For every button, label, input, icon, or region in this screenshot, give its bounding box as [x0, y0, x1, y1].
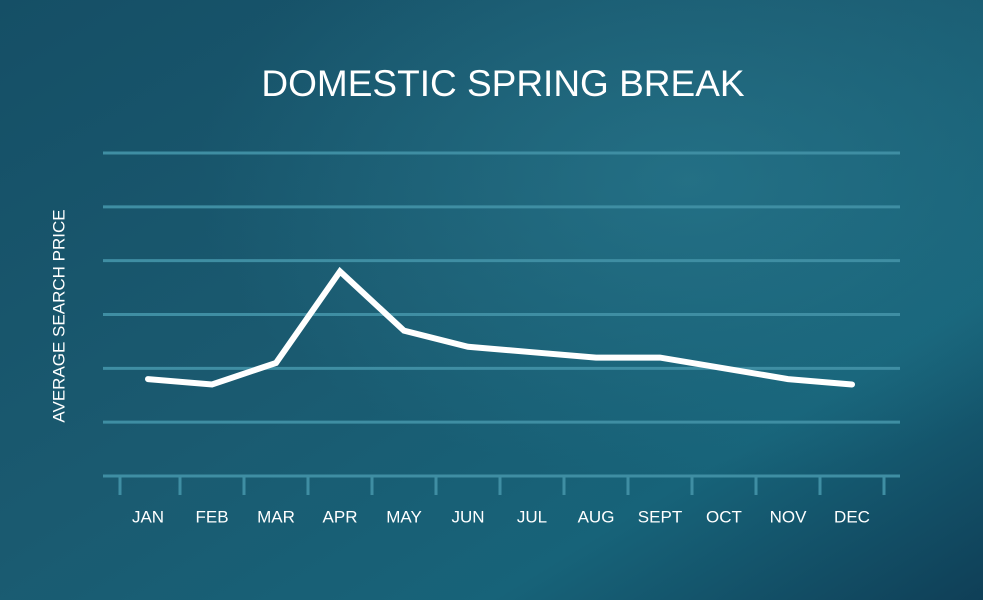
chart-title: DOMESTIC SPRING BREAK [261, 63, 744, 104]
x-tick-label: APR [323, 507, 358, 526]
x-tick-label: DEC [834, 507, 870, 526]
x-tick-label: MAY [386, 507, 422, 526]
data-line [145, 266, 855, 388]
x-tick-label: JUL [517, 507, 547, 526]
x-tick-label: JUN [451, 507, 484, 526]
x-tick-label: JAN [132, 507, 164, 526]
x-tick-label: SEPT [638, 507, 682, 526]
x-tick-label: MAR [257, 507, 295, 526]
x-tick-label: AUG [578, 507, 615, 526]
x-tick-label: OCT [706, 507, 742, 526]
x-tick-label: FEB [195, 507, 228, 526]
y-axis-label: AVERAGE SEARCH PRICE [49, 209, 68, 422]
x-tick-label: NOV [770, 507, 808, 526]
